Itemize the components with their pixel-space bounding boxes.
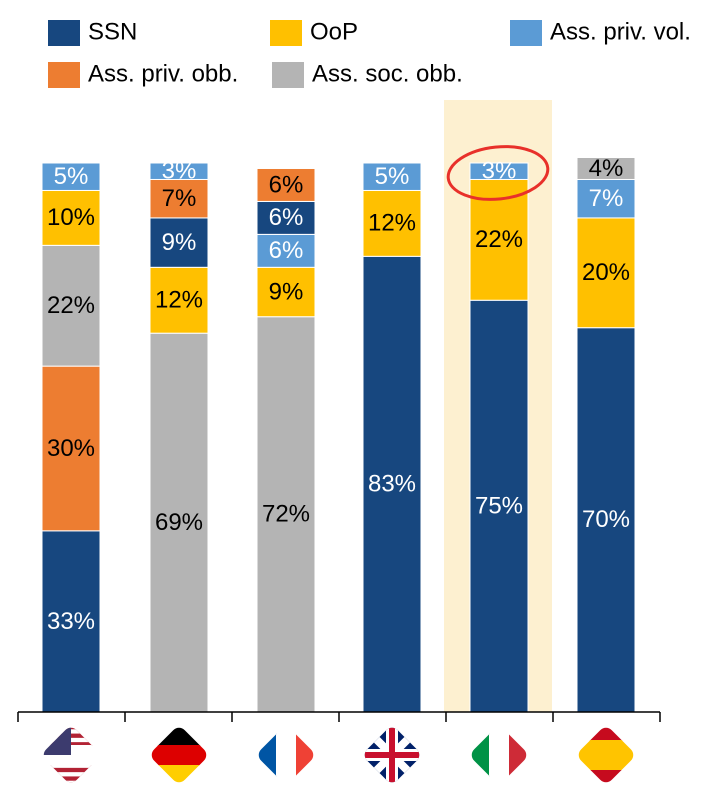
bar-segment — [149, 266, 209, 334]
legend-swatch — [272, 62, 304, 88]
flag-stripe — [41, 780, 101, 785]
data-label: 3% — [162, 158, 197, 185]
flag-stripe — [41, 755, 101, 760]
legend-swatch — [510, 20, 542, 46]
flag — [41, 725, 101, 786]
data-label: 6% — [269, 237, 304, 264]
flag-stripe — [149, 745, 209, 766]
data-label: 33% — [47, 608, 95, 635]
flag-stripe — [576, 725, 636, 741]
legend-label: Ass. soc. obb. — [312, 60, 463, 87]
data-label: 12% — [368, 210, 416, 237]
bar-segment — [576, 217, 636, 329]
annotation-circle — [446, 145, 550, 201]
data-label: 6% — [269, 171, 304, 198]
data-label: 69% — [155, 509, 203, 536]
bar-segment — [362, 189, 422, 257]
bar-segment — [256, 266, 316, 318]
data-label: 72% — [262, 501, 310, 528]
flag-stripe — [576, 770, 636, 786]
flag-stripe — [149, 725, 209, 746]
legend-swatch — [48, 62, 80, 88]
bar-segment — [256, 167, 316, 202]
bar-segment — [576, 157, 636, 180]
bar-segment — [41, 530, 101, 713]
legend-swatch — [270, 20, 302, 46]
flags — [41, 724, 636, 786]
flag-stripe — [296, 725, 317, 785]
data-label: 75% — [475, 492, 523, 519]
data-label: 6% — [269, 204, 304, 231]
legend-label: Ass. priv. obb. — [88, 60, 238, 87]
data-label: 3% — [482, 158, 517, 185]
bar-segment — [576, 327, 636, 713]
flag-stripe — [256, 725, 277, 785]
flag-stripe — [509, 725, 530, 785]
flag — [361, 724, 423, 786]
flag — [576, 725, 636, 786]
bar-segment — [41, 162, 101, 191]
bar-segment — [149, 162, 209, 180]
flag — [469, 725, 530, 785]
flag-stripe — [469, 725, 490, 785]
data-label: 22% — [47, 292, 95, 319]
legend-swatch — [48, 20, 80, 46]
bar-segment — [362, 255, 422, 713]
bar-segment — [41, 189, 101, 246]
bar-segment — [362, 162, 422, 191]
flag-canton — [41, 725, 71, 755]
flag-stripe — [576, 740, 636, 771]
data-label: 7% — [589, 185, 624, 212]
flag-stripe — [41, 772, 101, 777]
data-label: 9% — [269, 278, 304, 305]
flag — [149, 725, 209, 786]
data-label: 9% — [162, 229, 197, 256]
legend-label: SSN — [88, 18, 137, 45]
data-label: 12% — [155, 287, 203, 314]
bar-segment — [256, 316, 316, 713]
bar-segment — [256, 200, 316, 235]
bar-segment — [41, 244, 101, 367]
data-label: 20% — [582, 259, 630, 286]
data-label: 30% — [47, 435, 95, 462]
data-label: 22% — [475, 226, 523, 253]
data-label: 83% — [368, 471, 416, 498]
data-label: 7% — [162, 185, 197, 212]
flag-stripe — [41, 763, 101, 768]
bar-segment — [576, 178, 636, 219]
data-label: 5% — [54, 163, 89, 190]
bar-segment — [149, 178, 209, 219]
data-label: 10% — [47, 204, 95, 231]
data-label: 5% — [375, 163, 410, 190]
data-label: 70% — [582, 506, 630, 533]
flag — [256, 725, 317, 785]
bar-segment — [469, 162, 529, 180]
flag-stripe — [149, 765, 209, 786]
bar-segment — [149, 217, 209, 268]
legend-label: OoP — [310, 18, 358, 45]
data-label: 4% — [589, 155, 624, 182]
flag-stripe — [489, 725, 510, 785]
flag-cross — [362, 725, 422, 785]
flag-stripe — [276, 725, 297, 785]
legend-label: Ass. priv. vol. — [550, 18, 691, 45]
